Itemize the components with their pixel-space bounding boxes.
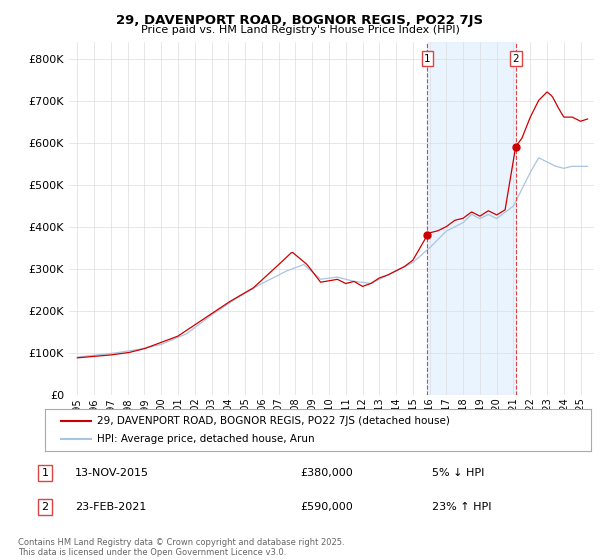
Text: £590,000: £590,000: [300, 502, 353, 512]
Text: 5% ↓ HPI: 5% ↓ HPI: [432, 468, 484, 478]
Text: 1: 1: [424, 54, 431, 64]
Text: 2: 2: [41, 502, 49, 512]
Text: 1: 1: [41, 468, 49, 478]
Text: 23-FEB-2021: 23-FEB-2021: [75, 502, 146, 512]
Text: 29, DAVENPORT ROAD, BOGNOR REGIS, PO22 7JS: 29, DAVENPORT ROAD, BOGNOR REGIS, PO22 7…: [116, 14, 484, 27]
Text: £380,000: £380,000: [300, 468, 353, 478]
Text: Contains HM Land Registry data © Crown copyright and database right 2025.
This d: Contains HM Land Registry data © Crown c…: [18, 538, 344, 557]
Text: Price paid vs. HM Land Registry's House Price Index (HPI): Price paid vs. HM Land Registry's House …: [140, 25, 460, 35]
Text: 13-NOV-2015: 13-NOV-2015: [75, 468, 149, 478]
Text: HPI: Average price, detached house, Arun: HPI: Average price, detached house, Arun: [97, 434, 314, 444]
Text: 2: 2: [512, 54, 519, 64]
Text: 29, DAVENPORT ROAD, BOGNOR REGIS, PO22 7JS (detached house): 29, DAVENPORT ROAD, BOGNOR REGIS, PO22 7…: [97, 416, 450, 426]
Text: 23% ↑ HPI: 23% ↑ HPI: [432, 502, 491, 512]
Bar: [427, 42, 515, 395]
